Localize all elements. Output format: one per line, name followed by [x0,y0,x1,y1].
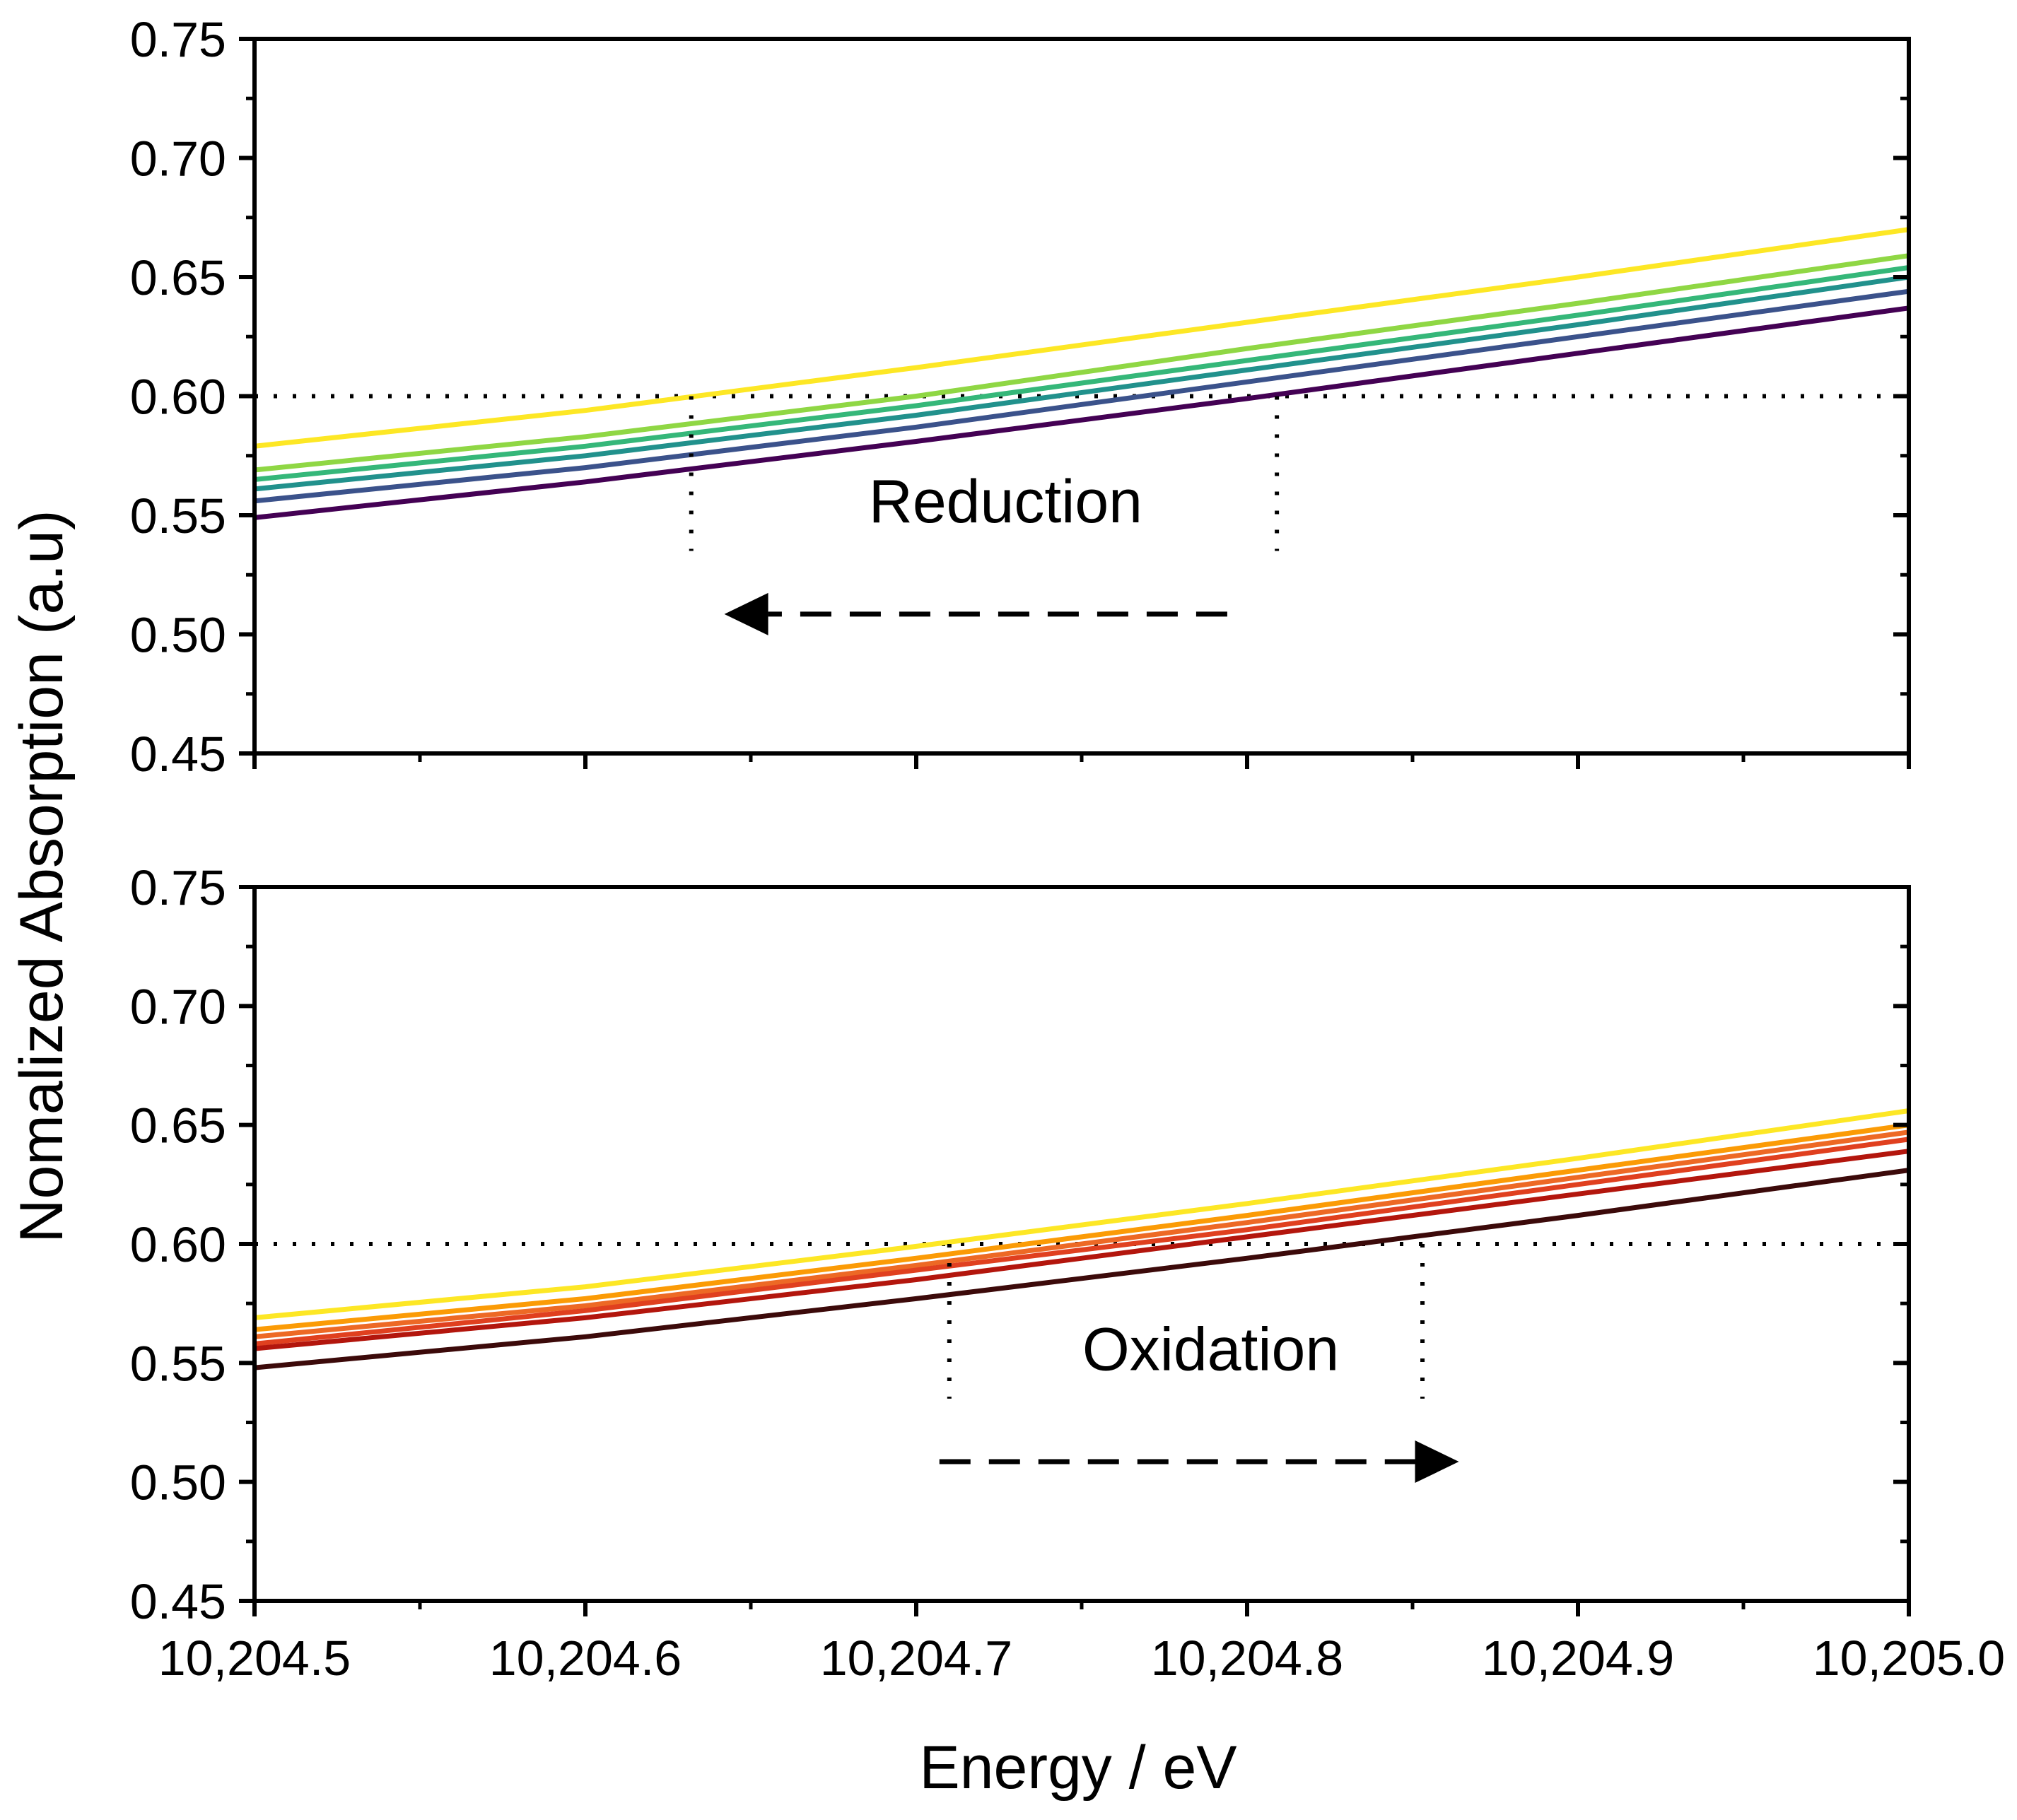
x-tick-label: 10,204.9 [1482,1631,1674,1686]
y-tick-label: 0.75 [130,860,226,915]
x-tick-label: 10,204.7 [820,1631,1012,1686]
y-tick-label: 0.65 [130,250,226,305]
series-line-2 [254,253,1910,473]
panel-top-plot-area: Reduction 0.45 0.50 0.55 0.60 0.65 0.70 0.75 [130,12,1911,782]
y-tick-label: 0.70 [130,979,226,1034]
series-line-1 [254,1108,1910,1320]
y-tick-label: 0.60 [130,370,226,425]
series-line-2 [254,1122,1910,1332]
y-tick-label: 0.50 [130,608,226,663]
direction-arrow-head [724,592,768,635]
y-tick-label: 0.55 [130,1336,226,1391]
direction-arrow-head [1415,1440,1459,1484]
annotation-label: Reduction [869,468,1142,536]
panel-bottom-plot-area: Oxidation 0.45 0.50 0.55 0.60 0.65 0.70 0.75 10,… [130,860,2005,1686]
panel-bottom: Oxidation 0.45 0.50 0.55 0.60 0.65 0.70 0.75 10,… [130,860,2005,1686]
series-line-3 [254,1129,1910,1339]
y-tick-label: 0.65 [130,1098,226,1153]
y-tick-label: 0.45 [130,1574,226,1629]
series-line-4 [254,274,1910,492]
series-line-6 [254,1168,1910,1370]
series-line-1 [254,227,1910,449]
y-tick-label: 0.60 [130,1217,226,1272]
y-tick-label: 0.75 [130,12,226,67]
y-tick-label: 0.45 [130,727,226,782]
series-line-3 [254,265,1910,482]
series-line-6 [254,305,1910,520]
x-tick-label: 10,204.6 [489,1631,682,1686]
y-tick-label: 0.50 [130,1455,226,1510]
x-tick-label: 10,204.8 [1151,1631,1343,1686]
series-line-5 [254,288,1910,504]
y-tick-label: 0.70 [130,131,226,187]
series-line-5 [254,1149,1910,1351]
x-tick-label: 10,204.5 [158,1631,351,1686]
y-axis-title: Nomalized Absorption (a.u) [8,510,76,1243]
series-line-4 [254,1137,1910,1346]
annotation-label: Oxidation [1082,1315,1339,1383]
x-tick-label: 10,205.0 [1813,1631,2005,1686]
panel-top: Reduction 0.45 0.50 0.55 0.60 0.65 0.70 0.75 [130,12,1911,782]
y-tick-label: 0.55 [130,488,226,544]
x-axis-title: Energy / eV [919,1734,1236,1802]
